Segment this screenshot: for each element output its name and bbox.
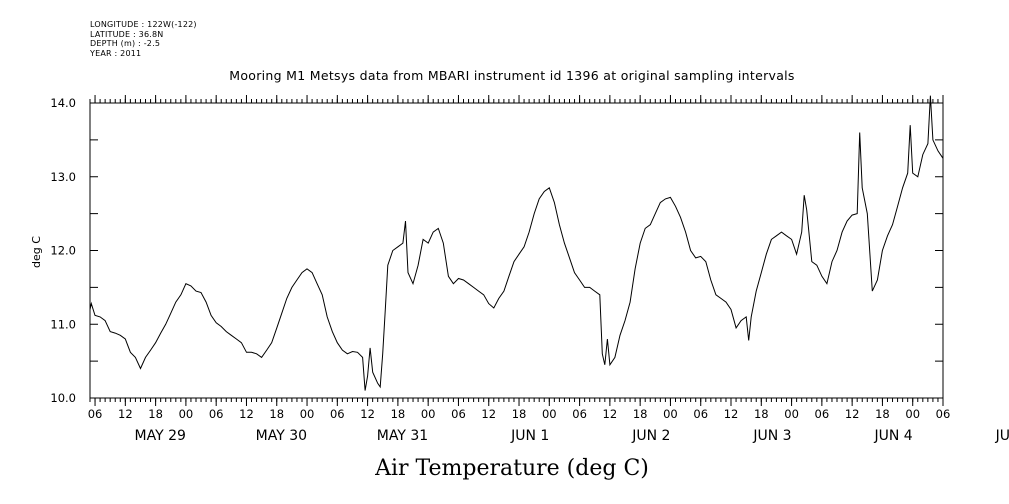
x-tick-label: 06 bbox=[572, 407, 587, 421]
x-tick-label: 06 bbox=[936, 407, 951, 421]
x-tick-label: 00 bbox=[905, 407, 920, 421]
x-day-label: JUN 5 bbox=[995, 428, 1009, 444]
x-tick-label: 06 bbox=[815, 407, 830, 421]
x-tick-label: 12 bbox=[724, 407, 739, 421]
x-tick-label: 06 bbox=[88, 407, 103, 421]
x-tick-label: 06 bbox=[209, 407, 224, 421]
x-tick-label: 18 bbox=[633, 407, 648, 421]
x-tick-label: 12 bbox=[239, 407, 254, 421]
axis-ticks bbox=[89, 95, 944, 406]
x-day-label: MAY 31 bbox=[377, 428, 428, 444]
x-tick-label: 00 bbox=[542, 407, 557, 421]
y-tick-label: 12.0 bbox=[50, 244, 76, 258]
x-tick-label: 18 bbox=[269, 407, 284, 421]
x-tick-label: 12 bbox=[845, 407, 860, 421]
x-tick-label: 12 bbox=[481, 407, 496, 421]
x-tick-label: 00 bbox=[663, 407, 678, 421]
x-day-label: JUN 3 bbox=[752, 428, 791, 444]
latitude-text: LATITUDE : 36.8N bbox=[90, 29, 164, 39]
x-tick-label: 06 bbox=[693, 407, 708, 421]
x-tick-label: 18 bbox=[148, 407, 163, 421]
series-line bbox=[89, 95, 944, 391]
x-tick-label: 18 bbox=[875, 407, 890, 421]
x-tick-label: 18 bbox=[754, 407, 769, 421]
x-tick-label: 12 bbox=[118, 407, 133, 421]
x-tick-label: 00 bbox=[421, 407, 436, 421]
x-tick-label: 00 bbox=[784, 407, 799, 421]
x-tick-label: 12 bbox=[603, 407, 618, 421]
x-day-label: JUN 1 bbox=[510, 428, 549, 444]
x-tick-label: 06 bbox=[451, 407, 466, 421]
x-day-label: JUN 4 bbox=[873, 428, 912, 444]
x-axis-title: Air Temperature (deg C) bbox=[374, 456, 649, 481]
chart-title: Mooring M1 Metsys data from MBARI instru… bbox=[229, 68, 795, 83]
x-day-label: JUN 2 bbox=[631, 428, 670, 444]
longitude-text: LONGITUDE : 122W(-122) bbox=[90, 20, 197, 29]
depth-text: DEPTH (m) : -2.5 bbox=[90, 39, 161, 48]
year-text: YEAR : 2011 bbox=[90, 48, 142, 58]
y-axis-label: deg C bbox=[30, 236, 43, 268]
y-tick-label: 13.0 bbox=[50, 170, 76, 184]
x-day-label: MAY 30 bbox=[256, 428, 307, 444]
metadata-block: LONGITUDE : 122W(-122) LATITUDE : 36.8N … bbox=[90, 20, 197, 58]
x-tick-label: 18 bbox=[512, 407, 527, 421]
x-tick-label: 18 bbox=[391, 407, 406, 421]
axis-labels: 06 12 18 00 06 12 18 00 06 12 18 00 06 12 18 00 06 12 18 00… bbox=[50, 96, 1009, 444]
y-tick-label: 10.0 bbox=[50, 391, 76, 405]
x-tick-label: 00 bbox=[300, 407, 315, 421]
y-tick-label: 11.0 bbox=[50, 317, 76, 331]
x-tick-label: 06 bbox=[330, 407, 345, 421]
y-tick-label: 14.0 bbox=[50, 96, 76, 110]
plot-frame bbox=[89, 102, 944, 399]
x-day-label: MAY 29 bbox=[135, 428, 186, 444]
x-tick-label: 12 bbox=[360, 407, 375, 421]
x-tick-label: 00 bbox=[179, 407, 194, 421]
